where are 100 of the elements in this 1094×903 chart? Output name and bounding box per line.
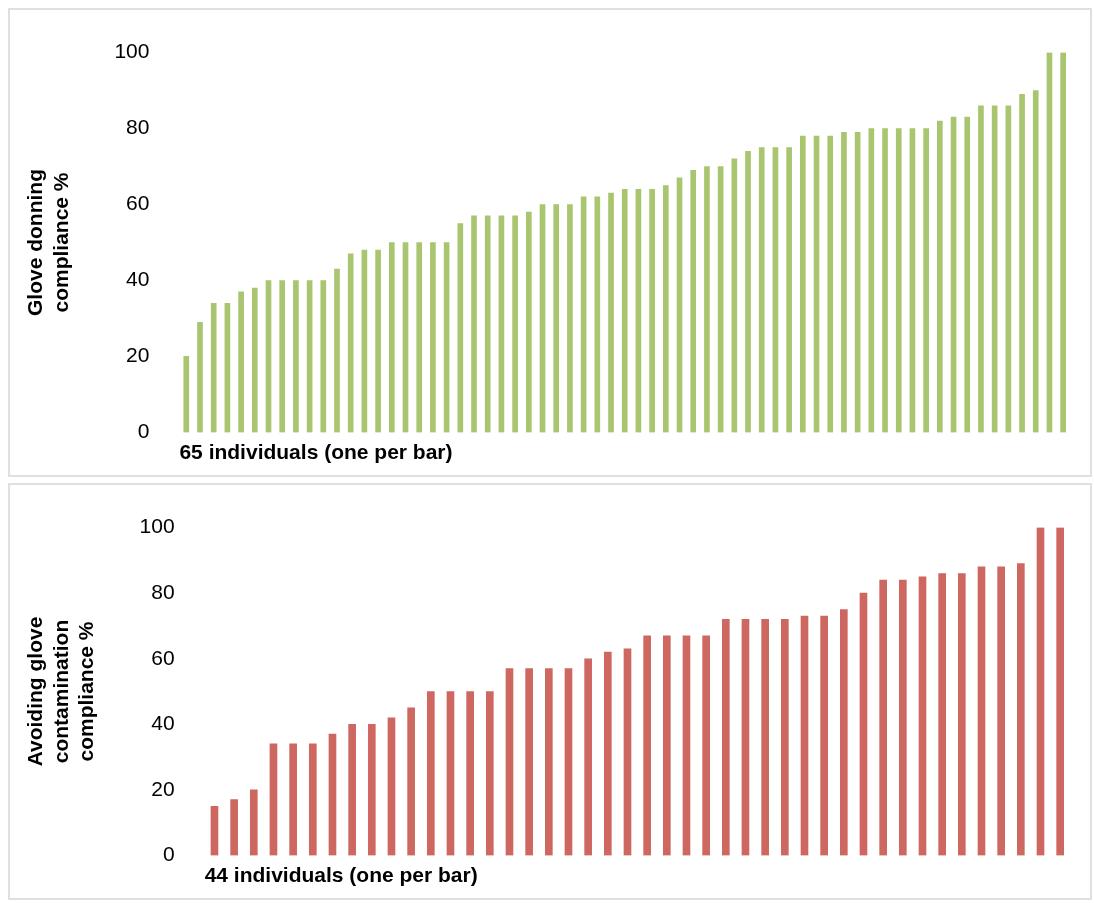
bar [1060,52,1066,433]
bar [780,619,789,856]
y-tick-label: 80 [126,115,150,139]
bar [249,789,258,856]
y-axis-title: Avoiding glove contamination compliance % [23,616,97,767]
bar [567,204,573,433]
bar [786,147,792,433]
bar [827,135,834,433]
bar [457,223,464,433]
bar [512,215,518,433]
bar [1036,527,1045,856]
bar [649,189,655,433]
bar [584,658,592,856]
bar [923,128,929,433]
bar [183,356,190,433]
y-tick-label: 20 [126,343,150,367]
bar [1019,94,1025,433]
bar [594,196,601,433]
bar [525,211,532,433]
bar [485,691,494,856]
bar [505,668,514,856]
bar [289,743,297,856]
bar [375,249,381,433]
y-tick-label: 60 [151,645,175,669]
bar [745,151,751,433]
bar [800,615,809,856]
bar [840,609,848,856]
bar [761,619,769,856]
bar [690,170,697,433]
bar [958,573,966,856]
bar [525,668,533,856]
bar [347,253,354,433]
bar [388,242,395,433]
bar [721,619,730,856]
bar [731,158,738,433]
x-axis-title: 44 individuals (one per bar) [204,862,478,886]
bar [279,280,286,433]
bar [1017,563,1025,856]
y-tick-label: 80 [151,579,175,603]
bar [964,116,971,433]
bar [430,242,436,433]
bar [471,215,477,433]
y-tick-label: 0 [137,419,150,443]
bar [320,280,327,433]
bar [800,135,806,433]
bar [682,635,691,856]
bar [308,743,317,856]
bar [895,128,902,433]
bar [269,743,278,856]
bar [997,566,1005,856]
bar [899,579,907,856]
bar [564,668,573,856]
bar [820,615,828,856]
y-axis-title: Glove donning compliance % [23,169,72,316]
bar [416,242,423,433]
bar [918,576,927,856]
y-tick-label: 100 [139,514,175,538]
bar [758,147,765,433]
bar [882,128,888,433]
bar [859,592,868,856]
y-tick-label: 60 [126,191,150,215]
y-tick-label: 0 [162,842,175,866]
bar [643,635,651,856]
bar [603,651,612,856]
bar [741,619,750,856]
bar [1032,90,1039,433]
bar [348,723,356,856]
bar [879,579,887,856]
bar [197,321,203,433]
bar [1056,527,1064,856]
bar [841,132,847,433]
bar [937,120,943,433]
bar [328,733,337,856]
bar [938,573,946,856]
y-tick-label: 100 [114,39,150,63]
bar [553,204,560,433]
y-tick-label: 20 [151,776,175,800]
y-tick-label: 40 [126,267,150,291]
bar [446,691,455,856]
bar [977,566,986,856]
bar [387,717,396,856]
bar [238,291,244,433]
bar [293,280,299,433]
bar [210,302,217,433]
x-axis-title: 65 individuals (one per bar) [179,439,453,463]
bar [623,648,632,856]
bar [621,189,628,433]
bar [662,185,669,433]
y-tick-label: 40 [151,711,175,735]
bar [662,635,671,856]
bar [484,215,491,433]
bar [608,192,614,433]
bar [407,707,415,856]
bar [210,805,219,856]
bar [251,287,258,433]
bar [704,166,710,433]
bar [702,635,710,856]
bar [230,799,238,856]
bar [426,691,435,856]
bar [367,723,376,856]
